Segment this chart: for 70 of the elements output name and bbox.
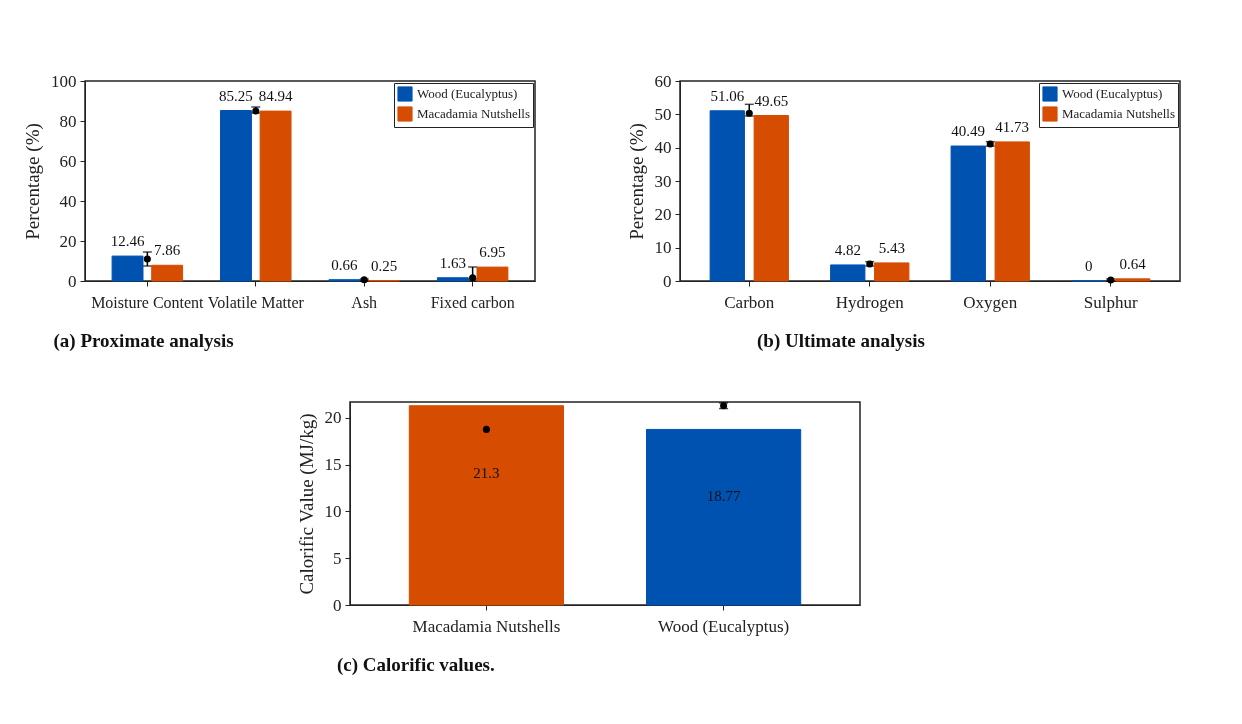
- bar: [709, 110, 745, 282]
- text: (c) Calorific values.: [337, 654, 495, 676]
- y-tick-label: 20: [654, 204, 672, 224]
- bar: [436, 277, 469, 282]
- data-label: 0.66: [331, 256, 359, 273]
- data-label: 18.77: [706, 488, 741, 505]
- y-axis-title: Percentage (%): [625, 123, 648, 240]
- y-tick-label: 0: [333, 595, 342, 615]
- data-label: 51.06: [710, 87, 745, 104]
- data-label: 40.49: [951, 123, 986, 140]
- point: [469, 274, 477, 282]
- data-label: 85.25: [219, 87, 253, 104]
- bar: [874, 262, 910, 282]
- x-tick-label: Sulphur: [1083, 292, 1138, 312]
- y-tick-label: 80: [59, 111, 77, 131]
- y-axis-title: Calorific Value (MJ/kg): [295, 413, 318, 595]
- x-tick-label: Carbon: [724, 292, 775, 312]
- legend-label: Wood (Eucalyptus): [1062, 86, 1163, 101]
- x-tick-label: Oxygen: [963, 292, 1018, 312]
- y-tick-label: 5: [333, 548, 342, 568]
- bar: [111, 255, 144, 282]
- bar: [259, 110, 292, 282]
- point: [143, 255, 151, 263]
- data-label: 12.46: [110, 233, 145, 250]
- data-label: 41.73: [995, 118, 1030, 135]
- bar: [151, 264, 184, 282]
- y-tick-label: 10: [324, 501, 342, 521]
- y-tick-label: 10: [654, 238, 672, 258]
- x-tick-label: Ash: [351, 293, 378, 311]
- data-label: 49.65: [754, 92, 789, 109]
- bar: [830, 264, 866, 282]
- bar: [476, 266, 509, 282]
- data-label: 0.25: [370, 257, 398, 274]
- y-tick-label: 20: [324, 408, 342, 428]
- text: (a) Proximate analysis: [53, 330, 234, 352]
- legend-label: Wood (Eucalyptus): [417, 86, 518, 101]
- y-tick-label: 20: [59, 231, 77, 251]
- x-tick-label: Fixed carbon: [430, 293, 515, 311]
- data-label: 0: [1084, 258, 1093, 274]
- data-label: 84.94: [258, 88, 293, 105]
- legend-label: Macadamia Nutshells: [1062, 106, 1175, 121]
- data-label: 6.95: [479, 244, 506, 261]
- data-label: 5.43: [878, 239, 905, 256]
- legend-label: Macadamia Nutshells: [417, 106, 530, 121]
- y-tick-label: 0: [68, 271, 77, 291]
- point: [745, 109, 753, 117]
- text: (b) Ultimate analysis: [757, 330, 925, 352]
- x-tick-label: Hydrogen: [835, 292, 905, 312]
- data-label: 0.64: [1119, 255, 1147, 272]
- data-label: 4.82: [834, 241, 861, 258]
- data-label: 21.3: [473, 464, 500, 481]
- y-tick-label: 40: [654, 138, 672, 158]
- bar: [1115, 278, 1151, 282]
- bar: [994, 141, 1030, 282]
- data-label: 7.86: [154, 242, 181, 259]
- y-tick-label: 15: [324, 455, 342, 475]
- y-tick-label: 40: [59, 191, 77, 211]
- bar: [753, 115, 789, 282]
- y-tick-label: 50: [654, 104, 672, 124]
- bar: [220, 110, 252, 282]
- x-tick-label: Volatile Matter: [207, 293, 305, 311]
- y-tick-label: 0: [663, 271, 672, 291]
- y-tick-label: 30: [654, 171, 672, 191]
- bar: [950, 145, 986, 282]
- y-tick-label: 100: [51, 71, 77, 91]
- y-tick-label: 60: [59, 151, 77, 171]
- data-label: 1.63: [439, 254, 466, 271]
- y-tick-label: 60: [654, 71, 672, 91]
- y-axis-title: Percentage (%): [22, 123, 44, 240]
- x-tick-label: Moisture Content: [91, 293, 205, 311]
